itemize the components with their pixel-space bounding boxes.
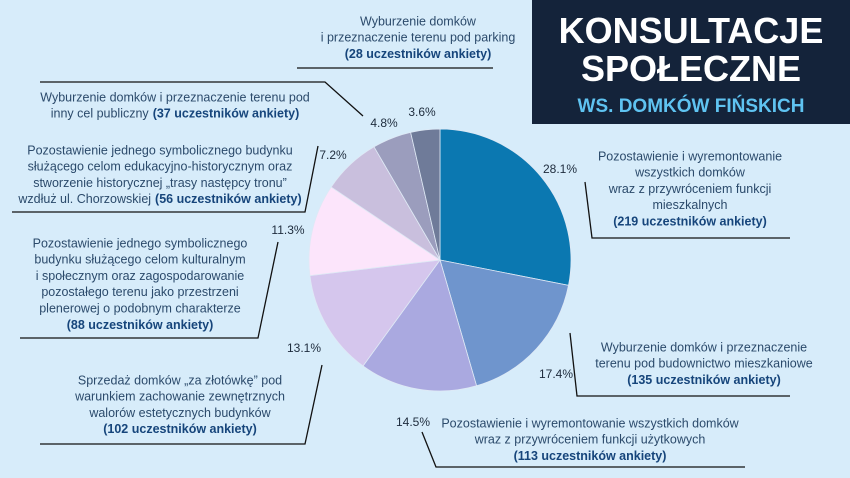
slice-label: wzdłuż ul. Chorzowskiej (56 uczestników a…	[17, 192, 301, 206]
chart-title: KONSULTACJE SPOŁECZNE	[558, 10, 824, 89]
label-line: pozostałego terenu jako przestrzeni	[41, 285, 238, 299]
participant-count: (135 uczestników ankiety)	[627, 373, 781, 387]
label-line: wzdłuż ul. Chorzowskiej	[17, 192, 151, 206]
label-line: i przeznaczenie terenu pod parking	[321, 31, 516, 45]
label-line: Pozostawienie i wyremontowanie wszystkic…	[441, 416, 739, 430]
leader-line	[584, 181, 790, 239]
participant-count: (102 uczestników ankiety)	[103, 422, 257, 436]
leader-line	[12, 145, 319, 213]
pie-slice	[309, 259, 441, 367]
label-line: stworzenie historycznej „trasy następcy …	[33, 176, 287, 190]
slice-label: inny cel publiczny (37 uczestników ankiet…	[51, 107, 300, 121]
participant-count: (219 uczestników ankiety)	[613, 214, 767, 228]
label-line: wraz z przywróceniem funkcji	[608, 182, 772, 196]
label-line: mieszkalnych	[652, 198, 727, 212]
participant-count: (37 uczestników ankiety)	[153, 107, 300, 121]
pie-slice	[362, 259, 478, 392]
percent-label: 3.6%	[408, 105, 436, 119]
percent-label: 14.5%	[396, 415, 430, 429]
percent-label: 28.1%	[543, 162, 577, 176]
title-box: KONSULTACJE SPOŁECZNE WS. DOMKÓW FIŃSKIC…	[532, 0, 850, 124]
pie-slice	[439, 128, 572, 286]
percent-label: 11.3%	[271, 223, 304, 237]
percent-label: 17.4%	[539, 367, 573, 381]
leader-line	[20, 241, 279, 339]
leader-line	[40, 364, 323, 445]
leader-line	[421, 431, 745, 468]
label-line: wraz z przywróceniem funkcji użytkowych	[474, 433, 706, 447]
participant-count: (28 uczestników ankiety)	[345, 47, 492, 61]
pie-slice	[308, 186, 442, 277]
percent-label: 7.2%	[319, 148, 347, 162]
pie-slice	[439, 259, 569, 387]
participant-count: (56 uczestników ankiety)	[155, 192, 302, 206]
label-line: Pozostawienie jednego symbolicznego	[33, 236, 248, 250]
percent-label: 13.1%	[287, 341, 321, 355]
label-line: Wyburzenie domków i przeznaczenie terenu…	[40, 90, 310, 104]
leader-line	[40, 81, 364, 117]
label-line: Sprzedaż domków „za złotówkę” pod	[78, 373, 282, 387]
label-line: wszystkich domków	[634, 166, 746, 180]
chart-subtitle: WS. DOMKÓW FIŃSKICH	[577, 96, 805, 117]
label-line: terenu pod budownictwo mieszkaniowe	[595, 357, 813, 371]
label-line: Wyburzenie domków	[360, 14, 477, 28]
leader-line	[569, 332, 790, 397]
label-line: walorów estetycznych budynków	[88, 406, 271, 420]
label-line: Wyburzenie domków i przeznaczenie	[601, 340, 807, 354]
participant-count: (88 uczestników ankiety)	[67, 318, 214, 332]
participant-count: (113 uczestników ankiety)	[514, 449, 667, 463]
label-line: i społecznym oraz zagospodarowanie	[36, 269, 244, 283]
pie-slice	[410, 128, 441, 261]
label-line: budynku służącego celom kulturalnym	[34, 253, 245, 267]
label-line: inny cel publiczny	[51, 107, 150, 121]
label-line: plenerowej o podobnym charakterze	[39, 301, 241, 315]
percent-label: 4.8%	[370, 116, 398, 130]
label-line: warunkiem zachowanie zewnętrznych	[74, 390, 285, 404]
label-line: służącego celom edukacyjno-historycznym …	[28, 160, 293, 174]
label-line: Pozostawienie jednego symbolicznego budy…	[27, 143, 292, 157]
label-line: Pozostawienie i wyremontowanie	[598, 149, 782, 163]
